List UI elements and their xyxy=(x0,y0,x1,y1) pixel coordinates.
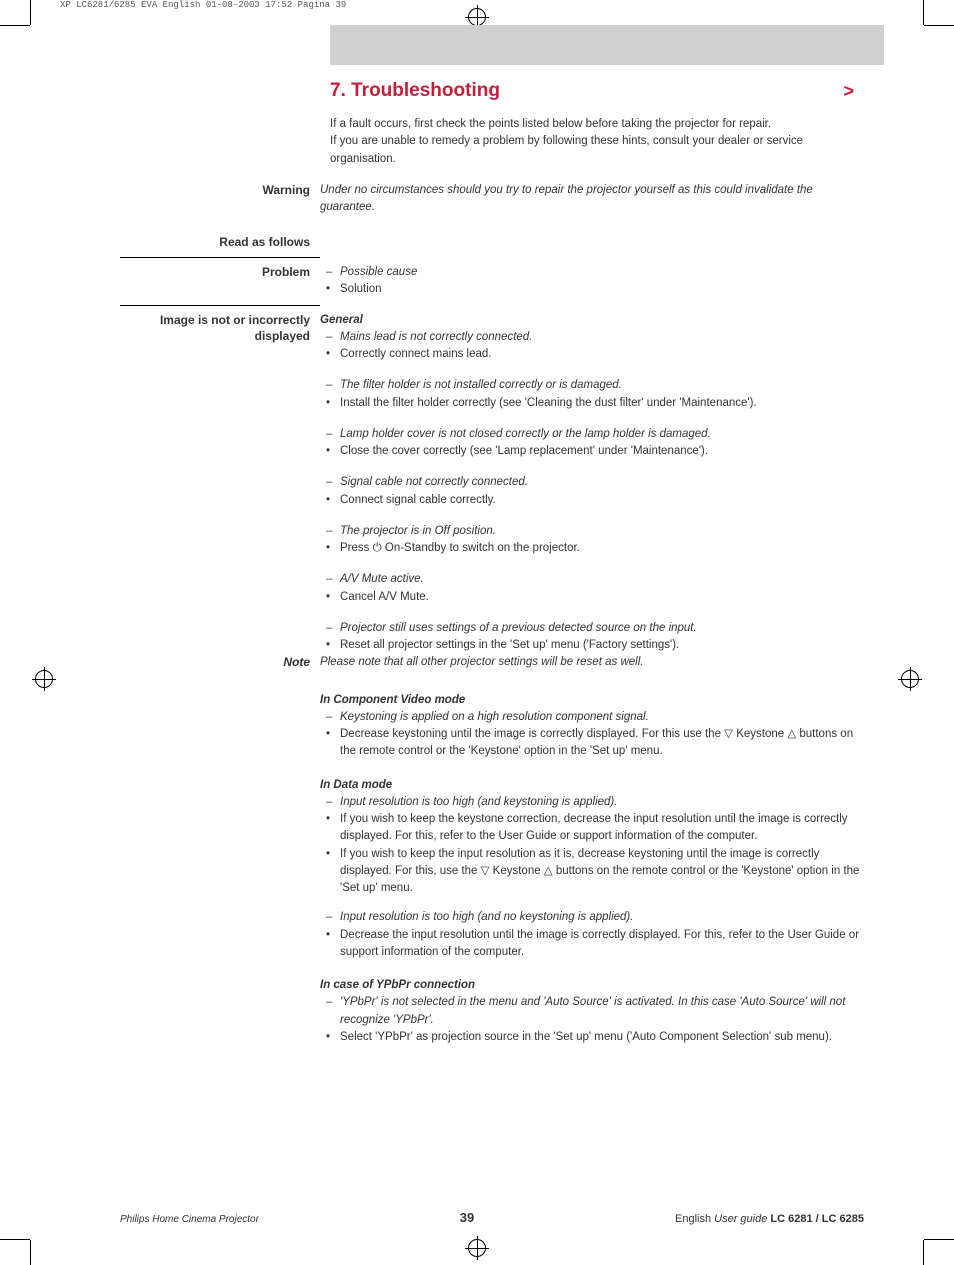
crop-mark xyxy=(924,25,954,26)
note-row: Note Please note that all other projecto… xyxy=(120,654,864,671)
crop-mark xyxy=(923,0,924,25)
crop-mark xyxy=(0,1239,30,1240)
solution-text: Cancel A/V Mute. xyxy=(320,589,864,606)
cause-text: Projector still uses settings of a previ… xyxy=(320,620,864,637)
troubleshoot-group: Signal cable not correctly connected. Co… xyxy=(320,474,864,509)
troubleshoot-group: The filter holder is not installed corre… xyxy=(320,377,864,412)
continue-arrow-icon: > xyxy=(843,81,854,102)
image-problem-row: Image is not or incorrectly displayed Ge… xyxy=(120,312,864,655)
crop-mark xyxy=(30,0,31,25)
troubleshoot-group: Mains lead is not correctly connected. C… xyxy=(320,329,864,364)
solution-text: Correctly connect mains lead. xyxy=(320,346,864,363)
solution-text: Reset all projector settings in the 'Set… xyxy=(320,637,864,654)
header-gray-bar xyxy=(330,25,884,65)
ypbpr-subheading: In case of YPbPr connection xyxy=(320,977,864,994)
warning-row: Warning Under no circumstances should yo… xyxy=(120,182,864,217)
crop-mark xyxy=(923,1240,924,1265)
cause-text: Keystoning is applied on a high resoluti… xyxy=(320,709,864,726)
cause-text: Lamp holder cover is not closed correctl… xyxy=(320,426,864,443)
registration-mark-icon xyxy=(35,670,53,688)
footer-product-name: Philips Home Cinema Projector xyxy=(120,1214,259,1225)
document-meta-header: XP LC6281/6285 EVA English 01-08-2003 17… xyxy=(60,0,346,10)
cause-text: Signal cable not correctly connected. xyxy=(320,474,864,491)
solution-text: Decrease keystoning until the image is c… xyxy=(320,726,864,761)
solution-text: Install the filter holder correctly (see… xyxy=(320,395,864,412)
troubleshoot-group: The projector is in Off position. Press … xyxy=(320,523,864,558)
component-video-subheading: In Component Video mode xyxy=(320,692,864,709)
intro-paragraph: If a fault occurs, first check the point… xyxy=(330,116,864,168)
cause-text: The projector is in Off position. xyxy=(320,523,864,540)
crop-mark xyxy=(924,1239,954,1240)
general-subheading: General xyxy=(320,312,864,329)
note-label: Note xyxy=(120,654,320,671)
data-mode-subheading: In Data mode xyxy=(320,777,864,794)
legend-solution: Solution xyxy=(320,281,864,298)
note-text: Please note that all other projector set… xyxy=(320,654,864,671)
page-footer: Philips Home Cinema Projector 39 English… xyxy=(120,1210,864,1225)
intro-line: If a fault occurs, first check the point… xyxy=(330,116,864,133)
warning-label: Warning xyxy=(120,182,320,217)
cause-text: The filter holder is not installed corre… xyxy=(320,377,864,394)
solution-text: If you wish to keep the input resolution… xyxy=(320,846,864,898)
cause-text: A/V Mute active. xyxy=(320,571,864,588)
crop-mark xyxy=(30,1240,31,1265)
registration-mark-icon xyxy=(468,8,486,26)
intro-line: If you are unable to remedy a problem by… xyxy=(330,133,864,168)
registration-mark-icon xyxy=(468,1239,486,1257)
solution-text: Connect signal cable correctly. xyxy=(320,492,864,509)
problem-label: Problem xyxy=(120,264,320,299)
footer-guide-info: English User guide LC 6281 / LC 6285 xyxy=(675,1213,864,1225)
solution-text: If you wish to keep the keystone correct… xyxy=(320,811,864,846)
read-as-follows-label: Read as follows xyxy=(120,234,320,251)
footer-page-number: 39 xyxy=(460,1210,474,1225)
divider xyxy=(120,257,320,258)
read-as-follows-row: Read as follows xyxy=(120,234,864,251)
section-title-row: 7. Troubleshooting > xyxy=(330,80,864,102)
problem-legend-row: Problem Possible cause Solution xyxy=(120,264,864,299)
solution-text: Close the cover correctly (see 'Lamp rep… xyxy=(320,443,864,460)
cause-text: Mains lead is not correctly connected. xyxy=(320,329,864,346)
cause-text: 'YPbPr' is not selected in the menu and … xyxy=(320,994,864,1029)
solution-text: Select 'YPbPr' as projection source in t… xyxy=(320,1029,864,1046)
cause-text: Input resolution is too high (and no key… xyxy=(320,909,864,926)
troubleshoot-group: Projector still uses settings of a previ… xyxy=(320,620,864,655)
troubleshoot-group: Lamp holder cover is not closed correctl… xyxy=(320,426,864,461)
warning-text: Under no circumstances should you try to… xyxy=(320,182,864,217)
registration-mark-icon xyxy=(901,670,919,688)
solution-text: Decrease the input resolution until the … xyxy=(320,927,864,962)
legend-cause: Possible cause xyxy=(320,264,864,281)
image-problem-content: General Mains lead is not correctly conn… xyxy=(320,312,864,655)
crop-mark xyxy=(0,25,30,26)
divider xyxy=(120,305,320,306)
cause-text: Input resolution is too high (and keysto… xyxy=(320,794,864,811)
page-content: 7. Troubleshooting > If a fault occurs, … xyxy=(120,80,864,1205)
image-problem-label: Image is not or incorrectly displayed xyxy=(120,312,320,655)
solution-text: Press ⏻ On-Standby to switch on the proj… xyxy=(320,540,864,557)
section-title: 7. Troubleshooting xyxy=(330,80,500,102)
component-video-row: In Component Video mode Keystoning is ap… xyxy=(120,682,864,1047)
troubleshoot-group: A/V Mute active. Cancel A/V Mute. xyxy=(320,571,864,606)
